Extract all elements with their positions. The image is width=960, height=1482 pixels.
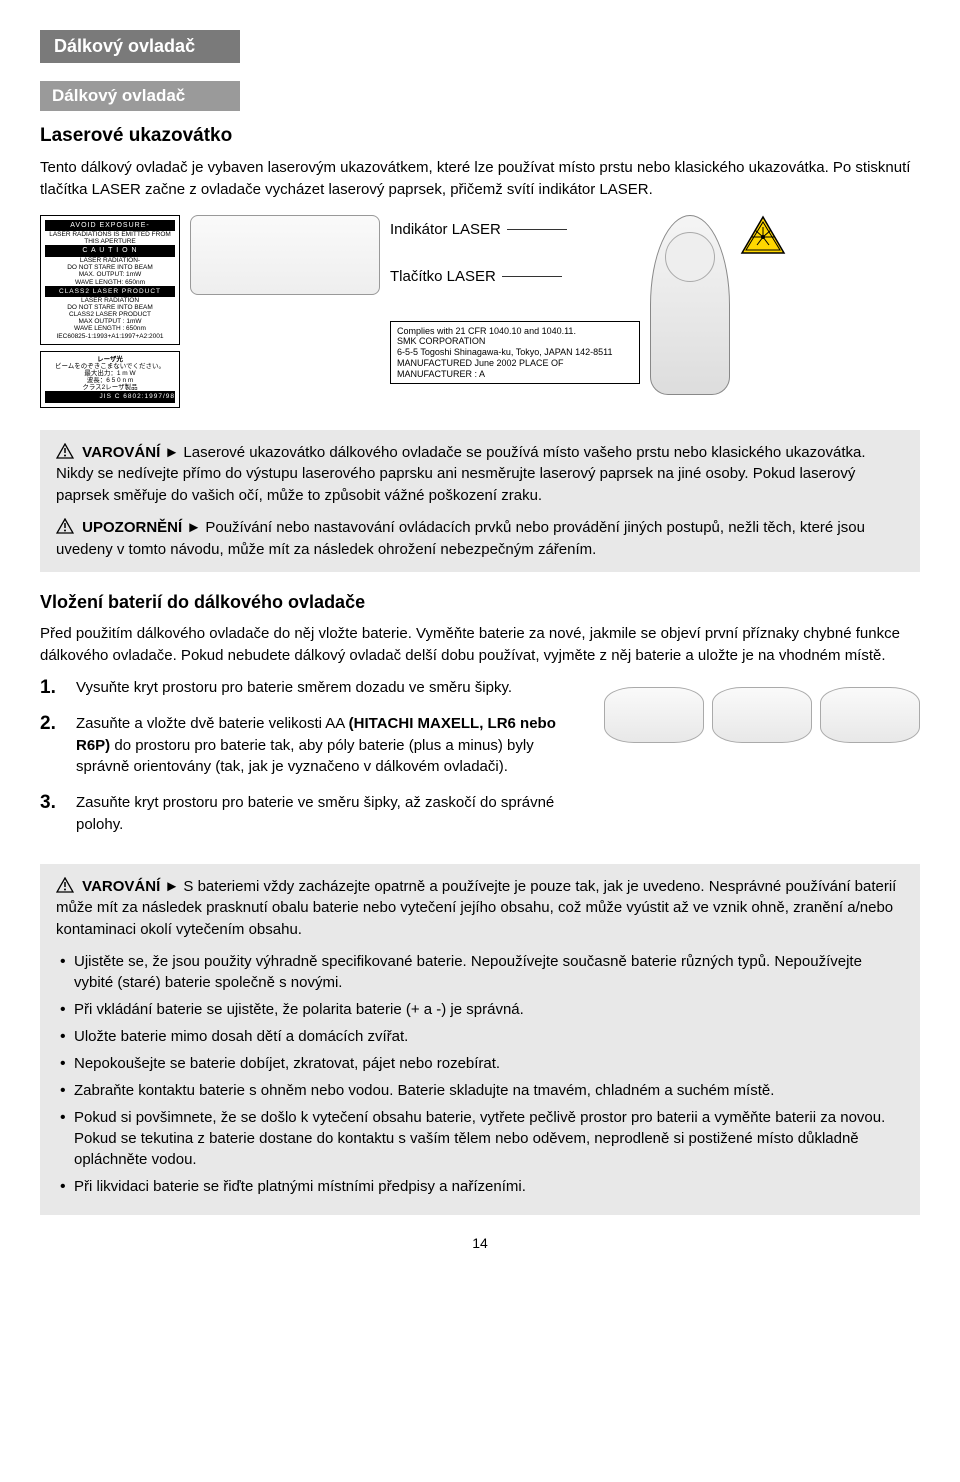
compliance-line: Complies with 21 CFR 1040.10 and 1040.11… — [397, 326, 633, 337]
battery-warning-title: VAROVÁNÍ ► — [82, 878, 179, 895]
step-number: 2. — [40, 713, 62, 778]
battery-illustrations — [604, 677, 920, 743]
list-item: Uložte baterie mimo dosah dětí a domácíc… — [56, 1026, 904, 1047]
laser-title: Laserové ukazovátko — [40, 125, 920, 147]
section-header: Dálkový ovladač — [40, 81, 240, 111]
warning-box-1: VAROVÁNÍ ► Laserové ukazovátko dálkového… — [40, 430, 920, 573]
warning-triangle-icon — [56, 443, 74, 459]
remote-side-view — [190, 215, 380, 295]
step-text-3: Zasuňte kryt prostoru pro baterie ve smě… — [76, 792, 584, 836]
battery-steps: 1. Vysuňte kryt prostoru pro baterie smě… — [40, 677, 584, 850]
battery-section-title: Vložení baterií do dálkového ovladače — [40, 592, 920, 613]
list-item: Nepokoušejte se baterie dobíjet, zkratov… — [56, 1053, 904, 1074]
battery-step-image-2 — [712, 687, 812, 743]
battery-step-image-1 — [604, 687, 704, 743]
warning-title: VAROVÁNÍ ► — [82, 444, 179, 461]
caution-bar: C A U T I O N — [45, 245, 175, 257]
notice-title: UPOZORNĚNÍ ► — [82, 519, 201, 536]
step-text-part: do prostoru pro baterie tak, aby póly ba… — [76, 737, 534, 776]
callouts: Indikátor LASER Tlačítko LASER Complies … — [390, 215, 640, 385]
label-line: CLASS2 LASER PRODUCT — [45, 311, 175, 318]
label-jp: クラス2レーザ製品 — [45, 384, 175, 391]
step-number: 3. — [40, 792, 62, 836]
caution-labels: AVOID EXPOSURE- LASER RADIATIONS IS EMIT… — [40, 215, 180, 408]
label-line: MAX OUTPUT : 1mW — [45, 318, 175, 325]
label-line: DO NOT STARE INTO BEAM — [45, 304, 175, 311]
label-jp: レーザ光 — [45, 356, 175, 363]
page-number: 14 — [40, 1235, 920, 1251]
warning-triangle-icon — [56, 518, 74, 534]
label-line: WAVE LENGTH: 650nm — [45, 279, 175, 286]
label-line: IEC60825-1:1993+A1:1997+A2:2001 — [45, 333, 175, 340]
step-text-2: Zasuňte a vložte dvě baterie velikosti A… — [76, 713, 584, 778]
compliance-line: SMK CORPORATION — [397, 336, 633, 347]
step-text-part: Zasuňte a vložte dvě baterie velikosti A… — [76, 715, 349, 732]
list-item: Zabraňte kontaktu baterie s ohněm nebo v… — [56, 1080, 904, 1101]
label-line: CLASS2 LASER PRODUCT — [45, 286, 175, 297]
label-line: WAVE LENGTH : 650nm — [45, 325, 175, 332]
label-jis: JIS C 6802:1997/98 — [45, 391, 175, 402]
remote-front-view — [650, 215, 730, 395]
label-line: MAX. OUTPUT: 1mW — [45, 271, 175, 278]
label-jp: ビームをのぞきこまないでください。 — [45, 363, 175, 370]
label-line: DO NOT STARE INTO BEAM — [45, 264, 175, 271]
compliance-box: Complies with 21 CFR 1040.10 and 1040.11… — [390, 321, 640, 385]
step-number: 1. — [40, 677, 62, 699]
laser-intro: Tento dálkový ovladač je vybaven laserov… — [40, 157, 920, 201]
compliance-line: 6-5-5 Togoshi Shinagawa-ku, Tokyo, JAPAN… — [397, 347, 633, 358]
battery-step-image-3 — [820, 687, 920, 743]
laser-warning-triangle-icon — [740, 215, 786, 255]
battery-warning-text: S bateriemi vždy zacházejte opatrně a po… — [56, 878, 896, 939]
button-label: Tlačítko LASER — [390, 268, 496, 285]
main-header: Dálkový ovladač — [40, 30, 240, 63]
list-item: Pokud si povšimnete, že se došlo k vyteč… — [56, 1107, 904, 1170]
list-item: Při likvidaci baterie se řiďte platnými … — [56, 1176, 904, 1197]
battery-warning-list: Ujistěte se, že jsou použity výhradně sp… — [56, 951, 904, 1197]
warning-triangle-icon — [56, 877, 74, 893]
battery-intro: Před použitím dálkového ovladače do něj … — [40, 623, 920, 667]
laser-diagram: AVOID EXPOSURE- LASER RADIATIONS IS EMIT… — [40, 215, 920, 408]
label-line: LASER RADIATION- — [45, 257, 175, 264]
list-item: Při vkládání baterie se ujistěte, že pol… — [56, 999, 904, 1020]
list-item: Ujistěte se, že jsou použity výhradně sp… — [56, 951, 904, 993]
label-line: LASER RADIATIONS IS EMITTED FROM THIS AP… — [45, 231, 175, 245]
compliance-line: MANUFACTURED June 2002 PLACE OF MANUFACT… — [397, 358, 633, 380]
warning-box-2: VAROVÁNÍ ► S bateriemi vždy zacházejte o… — [40, 864, 920, 1215]
avoid-exposure-bar: AVOID EXPOSURE- — [45, 220, 175, 232]
label-line: LASER RADIATION — [45, 297, 175, 304]
indicator-label: Indikátor LASER — [390, 221, 501, 238]
step-text-1: Vysuňte kryt prostoru pro baterie směrem… — [76, 677, 512, 699]
